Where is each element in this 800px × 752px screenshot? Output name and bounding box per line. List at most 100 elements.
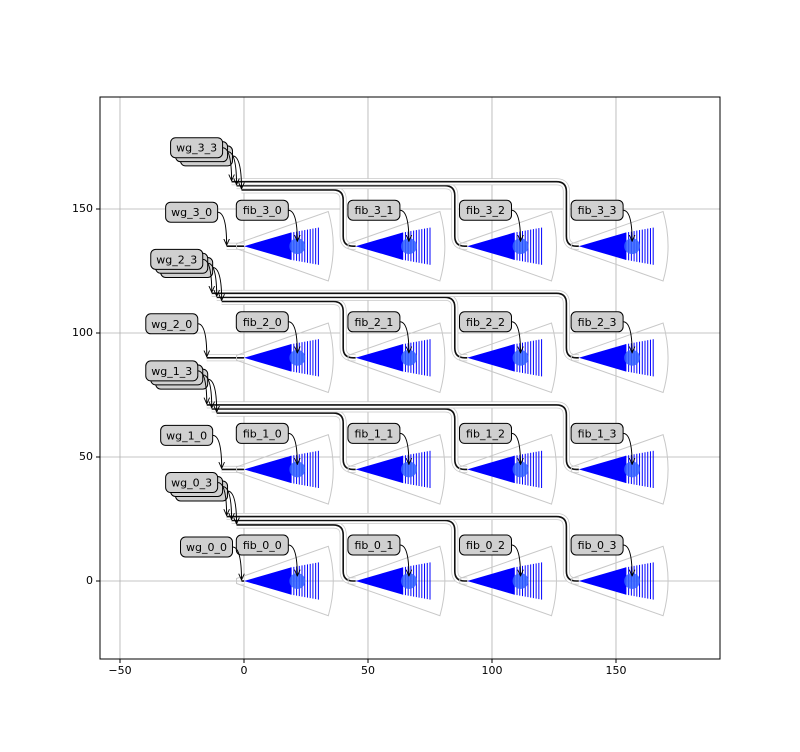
waveguide-label: wg_3_0 (171, 206, 212, 219)
waveguide-label: wg_2_0 (151, 318, 192, 331)
coupler-taper (243, 567, 292, 595)
fiber-arrow (288, 209, 297, 241)
fiber-port (512, 238, 529, 255)
coupler-outline (347, 210, 446, 282)
waveguide-label: wg_0_0 (186, 541, 227, 554)
route (221, 300, 356, 359)
waveguide-arrow (222, 147, 232, 181)
coupler-outline (236, 210, 334, 282)
axes-frame (99, 96, 721, 660)
waveguide-arrow (207, 262, 217, 296)
coupler-outline (236, 322, 334, 394)
waveguide-arrow (202, 258, 212, 292)
axes: −50 0 50 100 150 0 50 100 150 (72, 202, 626, 677)
fiber-arrow (511, 432, 521, 464)
waveguide-label: wg_1_0 (166, 429, 207, 442)
waveguide-arrow (202, 374, 212, 408)
fiber-arrow (511, 544, 521, 576)
coupler-outline (570, 545, 669, 617)
coupler-taper (578, 232, 626, 260)
fiber-label: fib_0_3 (578, 539, 617, 552)
fiber-arrow (511, 209, 521, 241)
fiber-arrow (288, 321, 297, 353)
coupler-taper (243, 232, 292, 260)
coupler-outline (347, 434, 446, 505)
fiber-label: fib_1_3 (578, 427, 617, 440)
coupler-outline (459, 210, 557, 282)
route (236, 524, 356, 582)
waveguide-arrow (212, 267, 222, 301)
route (236, 184, 468, 247)
fiber-port (400, 461, 417, 478)
fiber-arrow (623, 209, 632, 241)
coupler-outline (459, 434, 557, 505)
waveguide-arrow (232, 155, 242, 189)
coupler-taper (467, 455, 515, 484)
coupler-taper (578, 455, 626, 484)
coupler-taper (578, 567, 626, 595)
coupler-taper (467, 232, 515, 260)
route (226, 515, 579, 582)
waveguide-label: wg_0_3 (171, 477, 212, 490)
fiber-port (624, 238, 641, 255)
fiber-port (289, 573, 306, 589)
coupler-outline (459, 545, 557, 617)
fiber-port (289, 461, 306, 478)
fiber-port (289, 238, 306, 255)
fiber-port (624, 461, 641, 478)
x-tick-label: 100 (481, 664, 502, 677)
coupler-taper (355, 455, 403, 484)
fiber-arrow (288, 544, 297, 576)
x-tick-label: 150 (605, 664, 626, 677)
route (211, 292, 579, 359)
route (231, 180, 579, 247)
fiber-label: fib_2_3 (578, 316, 617, 329)
waveguide-arrow (222, 485, 232, 519)
fiber-label: fib_3_2 (466, 204, 505, 217)
fiber-port (624, 573, 641, 589)
fiber-arrow (623, 544, 632, 576)
fiber-port (512, 461, 529, 478)
fiber-arrow (399, 209, 409, 241)
fiber-label: fib_2_0 (243, 316, 282, 329)
coupler-outline (570, 210, 669, 282)
fiber-arrow (288, 432, 297, 464)
coupler-taper (355, 344, 403, 372)
fiber-port (289, 349, 306, 366)
waveguide-label: wg_3_3 (176, 142, 217, 155)
coupler-outline (347, 322, 446, 394)
fiber-arrow (399, 432, 409, 464)
coupler-taper (243, 455, 292, 484)
fiber-port (624, 349, 641, 366)
waveguide-label: wg_1_3 (151, 365, 192, 378)
waveguide-arrow (197, 323, 207, 357)
coupler-taper (467, 344, 515, 372)
fiber-label: fib_0_2 (466, 539, 505, 552)
fiber-arrow (623, 321, 632, 353)
waveguide-arrow (197, 370, 207, 404)
route (241, 189, 356, 247)
fiber-label: fib_3_1 (354, 204, 393, 217)
fiber-label: fib_1_1 (354, 427, 393, 440)
fiber-port (512, 573, 529, 589)
coupler-outline (236, 545, 334, 617)
route (206, 404, 579, 471)
fiber-label: fib_1_2 (466, 427, 505, 440)
fiber-arrow (399, 321, 409, 353)
route (231, 519, 468, 582)
coupler-outline (347, 545, 446, 617)
couplers (236, 210, 669, 617)
fiber-port (400, 349, 417, 366)
fiber-label: fib_2_2 (466, 316, 505, 329)
fiber-port (512, 349, 529, 366)
coupler-outline (570, 322, 669, 394)
fiber-port (400, 573, 417, 589)
route (216, 296, 468, 359)
fiber-arrow (623, 432, 632, 464)
waveguide-arrow (207, 378, 217, 412)
plot-area: fib_0_0 fib_0_1 fib_0_2 fib_0_3 fib_1_0 fib_1… (145, 137, 669, 617)
fiber-label: fib_3_3 (578, 204, 617, 217)
waveguide-arrow (217, 482, 227, 516)
fiber-label: fib_0_0 (243, 539, 282, 552)
